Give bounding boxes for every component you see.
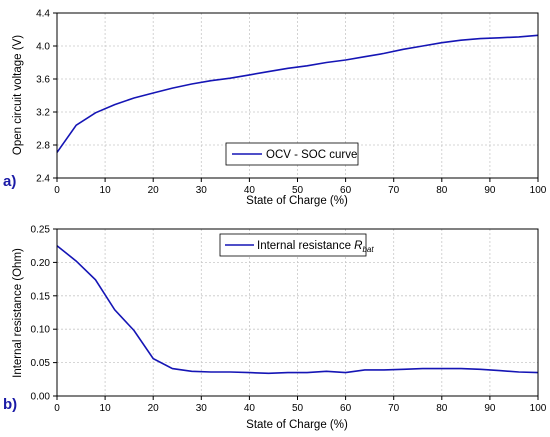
y-axis-label-a: Open circuit voltage (V) <box>12 35 24 155</box>
y-tick-label-a: 2.4 <box>36 174 50 185</box>
x-ticks-a: 0 10 20 30 40 50 60 70 80 90 100 <box>54 178 547 196</box>
x-tick-label-b: 90 <box>484 403 496 414</box>
y-tick-label-b: 0.00 <box>31 392 51 403</box>
y-tick-label-a: 4.0 <box>36 42 50 53</box>
x-ticks-b: 0 10 20 30 40 50 60 70 80 90 100 <box>54 396 547 414</box>
x-tick-label-b: 60 <box>340 403 352 414</box>
x-tick-label-a: 90 <box>484 185 496 196</box>
x-tick-label-b: 30 <box>196 403 208 414</box>
panel-b: 0 10 20 30 40 50 60 70 80 90 100 0.000.050.100.150… <box>3 225 547 432</box>
panel-label-b: b) <box>3 396 17 413</box>
x-tick-label-b: 10 <box>100 403 112 414</box>
x-tick-label-b: 100 <box>530 403 547 414</box>
y-tick-label-a: 2.8 <box>36 141 50 152</box>
x-tick-label-b: 20 <box>148 403 160 414</box>
y-ticks-b: 0.00 0.05 0.10 0.15 0.20 0.25 <box>31 225 57 403</box>
x-axis-label-b: State of Charge (%) <box>246 419 348 431</box>
x-tick-label-b: 0 <box>54 403 60 414</box>
x-tick-label-a: 60 <box>340 185 352 196</box>
x-tick-label-a: 0 <box>54 185 60 196</box>
legend-label-ocv: OCV - SOC curve <box>266 149 357 161</box>
x-tick-label-a: 100 <box>530 185 547 196</box>
legend-box-b <box>219 233 367 257</box>
x-tick-label-a: 20 <box>148 185 160 196</box>
y-tick-label-b: 0.20 <box>31 258 51 269</box>
x-axis-label-a: State of Charge (%) <box>246 195 348 207</box>
legend-label-resistance-subscript: bat <box>362 245 374 254</box>
legend-b: Internal resistance Rbat <box>219 233 374 257</box>
legend-a: OCV - SOC curve <box>225 142 359 166</box>
x-tick-label-a: 70 <box>388 185 400 196</box>
legend-box-a <box>225 142 359 166</box>
y-tick-label-a: 3.2 <box>36 108 50 119</box>
legend-label-resistance: Internal resistance Rbat <box>257 240 374 254</box>
x-tick-label-a: 50 <box>292 185 304 196</box>
y-tick-label-b: 0.25 <box>31 225 51 236</box>
y-tick-label-b: 0.10 <box>31 325 51 336</box>
x-tick-label-b: 40 <box>244 403 256 414</box>
y-tick-label-a: 4.4 <box>36 9 50 20</box>
x-tick-label-b: 70 <box>388 403 400 414</box>
series-line-ocv <box>56 34 539 153</box>
grid-b <box>57 229 538 396</box>
y-tick-label-b: 0.05 <box>31 358 51 369</box>
x-tick-label-b: 80 <box>436 403 448 414</box>
y-axis-label-b: Internal resistance (Ohm) <box>12 248 24 378</box>
y-tick-label-b: 0.15 <box>31 291 51 302</box>
y-ticks-a: 2.4 2.8 3.2 3.6 4.0 4.4 <box>36 9 57 185</box>
panel-a: 0 10 20 30 40 50 60 70 80 90 100 2.4 2.8 3.2 3.6 4.0 4.… <box>3 9 547 208</box>
x-tick-label-a: 10 <box>100 185 112 196</box>
x-tick-label-b: 50 <box>292 403 304 414</box>
series-line-resistance <box>56 245 539 375</box>
y-tick-label-a: 3.6 <box>36 75 50 86</box>
x-tick-label-a: 80 <box>436 185 448 196</box>
legend-label-resistance-text: Internal resistance <box>257 240 354 252</box>
x-tick-label-a: 40 <box>244 185 256 196</box>
panel-label-a: a) <box>3 173 16 190</box>
legend-label-resistance-symbol: R <box>354 240 362 252</box>
x-tick-label-a: 30 <box>196 185 208 196</box>
